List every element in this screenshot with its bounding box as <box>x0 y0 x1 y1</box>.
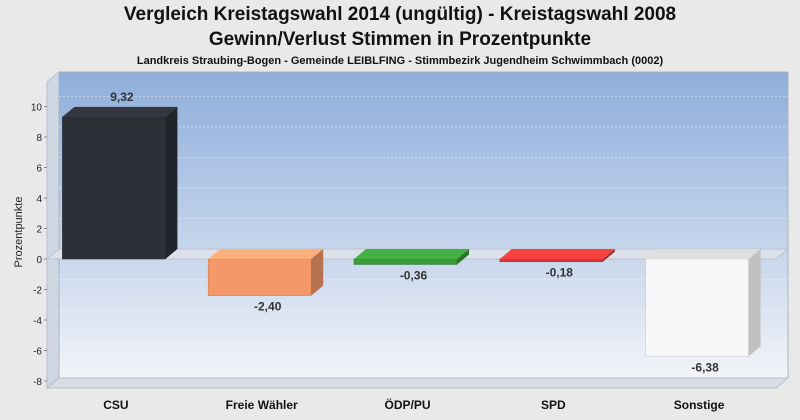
y-tick-label: 8 <box>36 133 42 144</box>
x-category-label: ÖDP/PU <box>384 397 430 412</box>
bar--dp-pu <box>353 249 469 265</box>
bar-side <box>748 249 761 357</box>
bar-front <box>499 258 604 262</box>
bar-freie-w-hler <box>207 249 324 296</box>
y-tick-label: 10 <box>31 103 43 114</box>
bar-front <box>645 258 749 357</box>
chart-subtitle: Gewinn/Verlust Stimmen in Prozentpunkte <box>208 29 592 50</box>
y-axis-label: Prozentpunkte <box>13 197 25 268</box>
bars <box>62 106 761 357</box>
bar-top <box>62 106 178 117</box>
x-category-label: SPD <box>541 398 566 412</box>
bar-front <box>353 258 458 265</box>
x-category-label: CSU <box>103 398 128 412</box>
bar-top <box>499 249 615 259</box>
y-tick-label: -8 <box>33 377 42 388</box>
plot-floor <box>45 377 790 389</box>
bar-spd <box>499 249 615 262</box>
data-label: -0,36 <box>400 268 428 282</box>
y-tick-label: 0 <box>36 255 42 266</box>
bar-side <box>165 106 178 260</box>
bar-top <box>354 249 469 259</box>
data-label: 9,32 <box>110 90 134 104</box>
y-tick-label: 4 <box>36 194 42 205</box>
x-axis-categories: CSU Freie Wähler ÖDP/PU SPD Sonstige <box>103 397 725 412</box>
bar-front <box>207 258 312 296</box>
y-tick-label: -4 <box>33 316 42 327</box>
chart-caption: Landkreis Straubing-Bogen - Gemeinde LEI… <box>136 55 664 67</box>
bar-side <box>602 249 615 262</box>
y-tick-label: -6 <box>33 347 42 358</box>
bar-top <box>645 249 761 259</box>
data-label: -6,38 <box>691 360 719 374</box>
y-axis-ticks: 10 8 6 4 2 0 -2 -4 -6 -8 <box>31 103 47 388</box>
bar-side <box>311 249 324 296</box>
data-label: -2,40 <box>254 300 282 314</box>
data-label: -0,18 <box>546 266 574 280</box>
y-tick-label: -2 <box>33 286 42 297</box>
bar-top <box>208 249 324 259</box>
y-tick-label: 6 <box>36 164 42 175</box>
bar-side <box>457 249 469 265</box>
x-category-label: Sonstige <box>674 398 725 412</box>
gridlines <box>59 96 788 372</box>
data-labels: 9,32 -2,40 -0,36 -0,18 -6,38 <box>110 90 719 374</box>
x-category-label: Freie Wähler <box>226 398 298 412</box>
bar-front <box>62 116 166 260</box>
plot-side-wall <box>46 70 60 390</box>
bar-csu <box>62 106 178 260</box>
plot-area <box>45 70 790 390</box>
bar-sonstige <box>645 249 761 357</box>
chart-title: Vergleich Kreistagswahl 2014 (ungültig) … <box>123 4 677 25</box>
y-tick-label: 2 <box>36 225 42 236</box>
